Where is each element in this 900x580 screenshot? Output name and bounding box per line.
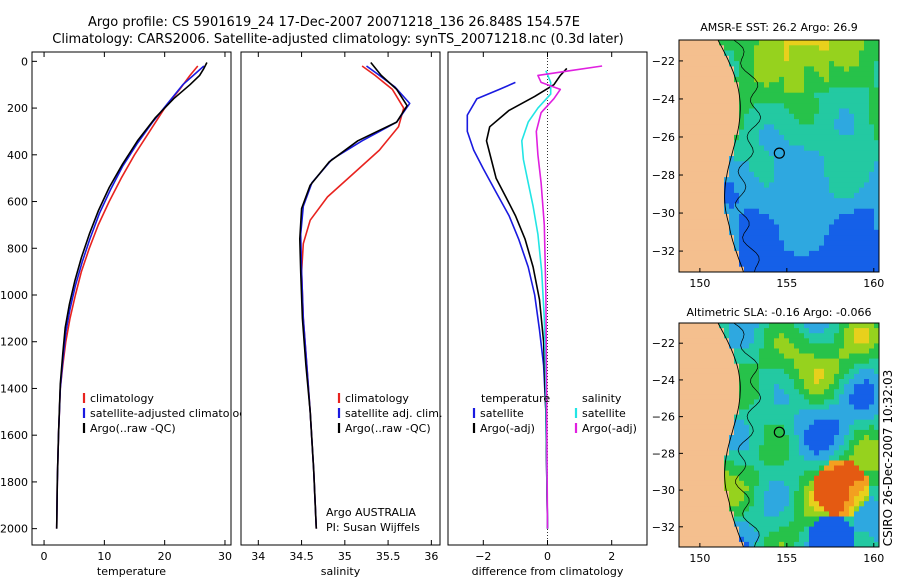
legend-entry: climatology	[345, 392, 409, 405]
map-frame	[678, 39, 880, 273]
y-tick-label: −22	[652, 337, 675, 350]
x-axis-label: temperature	[97, 565, 166, 578]
legend-entry: Argo(-adj)	[582, 422, 637, 435]
y-tick-label: −24	[652, 93, 675, 106]
argo-position-marker	[773, 147, 785, 159]
map-title: Altimetric SLA: -0.16 Argo: -0.066	[687, 306, 872, 319]
legend-entry: satellite-adjusted climatology	[90, 407, 253, 420]
x-tick-label: 2	[608, 550, 615, 563]
legend-entry: satellite	[480, 407, 524, 420]
x-tick-label: 160	[863, 277, 884, 290]
y-tick-label: 800	[7, 242, 28, 255]
y-tick-label: −32	[652, 245, 675, 258]
legend-entry: Argo(..raw -QC)	[90, 422, 176, 435]
y-tick-label: −26	[652, 131, 675, 144]
map-title: AMSR-E SST: 26.2 Argo: 26.9	[700, 21, 858, 34]
x-tick-label: 150	[689, 277, 710, 290]
panel-temperature: 0 10 20 30 0 200 400 600 800 1000 1200 1400 1600 1800…	[0, 51, 253, 578]
y-tick-label: 600	[7, 196, 28, 209]
series-salinity-argo-adj-	[535, 65, 603, 529]
x-tick-label: 155	[776, 552, 797, 565]
y-tick-label: −26	[652, 411, 675, 424]
legend-heading-salinity: salinity	[582, 392, 622, 405]
x-axis-label: difference from climatology	[472, 565, 624, 578]
y-tick-label: 400	[7, 149, 28, 162]
series-salinity-satellite	[521, 70, 552, 529]
y-tick-label: −28	[652, 169, 675, 182]
x-tick-label: 34	[251, 550, 265, 563]
y-tick-label: −24	[652, 374, 675, 387]
y-tick-label: 1000	[0, 289, 28, 302]
y-tick-label: −30	[652, 484, 675, 497]
argo-position-marker	[773, 426, 785, 438]
shelf-contour	[733, 323, 762, 547]
panel-sst_map: AMSR-E SST: 26.2 Argo: 26.9 150 155 160 −22 −…	[652, 21, 885, 290]
figure-title-line1: Argo profile: CS 5901619_24 17-Dec-2007 …	[88, 15, 580, 30]
y-tick-label: 2000	[0, 523, 28, 536]
shelf-contour	[733, 40, 762, 272]
y-tick-label: 1400	[0, 382, 28, 395]
x-tick-label: 150	[689, 552, 710, 565]
coastline	[717, 323, 744, 547]
legend-entry: satellite	[582, 407, 626, 420]
x-tick-label: 155	[776, 277, 797, 290]
x-tick-label: 35.5	[376, 550, 401, 563]
legend-entry: Argo(-adj)	[480, 422, 535, 435]
x-axis-label: salinity	[321, 565, 361, 578]
axes-frame	[240, 51, 441, 546]
map-cells	[679, 323, 879, 547]
y-tick-label: −22	[652, 55, 675, 68]
y-tick-label: 1200	[0, 336, 28, 349]
y-tick-label: −30	[652, 207, 675, 220]
map-frame	[678, 322, 880, 548]
x-tick-label: 0	[41, 550, 48, 563]
y-tick-label: 1600	[0, 429, 28, 442]
y-tick-label: 0	[21, 55, 28, 68]
panel-sla_map: Altimetric SLA: -0.16 Argo: -0.066 150 155…	[652, 306, 885, 565]
annotation-pi-name: PI: Susan Wijffels	[326, 521, 420, 534]
series-temperature-satellite	[466, 81, 549, 529]
legend-entry: satellite adj. clim.	[345, 407, 442, 420]
y-tick-label: −32	[652, 521, 675, 534]
x-tick-label: 20	[158, 550, 172, 563]
x-tick-label: 30	[218, 550, 232, 563]
series-temperature-argo-adj-	[485, 67, 568, 529]
series-argo-raw-qc-	[55, 62, 208, 529]
y-tick-label: 200	[7, 102, 28, 115]
y-tick-label: 1800	[0, 476, 28, 489]
figure-title-line2: Climatology: CARS2006. Satellite-adjuste…	[52, 32, 624, 47]
coastline	[717, 40, 744, 272]
legend-entry: Argo(..raw -QC)	[345, 422, 431, 435]
csiro-credit: CSIRO 26-Dec-2007 10:32:03	[881, 370, 895, 547]
legend-heading-temperature: temperature	[481, 392, 550, 405]
panel-salinity: 34 34.5 35 35.5 36 salinity climatology satelli…	[240, 51, 442, 578]
x-tick-label: 35	[338, 550, 352, 563]
annotation-argo-australia: Argo AUSTRALIA	[326, 506, 416, 519]
axes-frame	[31, 51, 232, 546]
x-tick-label: 160	[863, 552, 884, 565]
x-tick-label: −2	[475, 550, 491, 563]
x-tick-label: 0	[544, 550, 551, 563]
x-tick-label: 34.5	[289, 550, 314, 563]
x-tick-label: 10	[97, 550, 111, 563]
y-tick-label: −28	[652, 447, 675, 460]
panel-difference: −2 0 2 difference from climatology temperatu…	[447, 51, 648, 578]
series-argo-raw-qc-	[299, 61, 408, 529]
legend-entry: climatology	[90, 392, 154, 405]
x-tick-label: 36	[424, 550, 438, 563]
map-cells	[679, 40, 879, 272]
